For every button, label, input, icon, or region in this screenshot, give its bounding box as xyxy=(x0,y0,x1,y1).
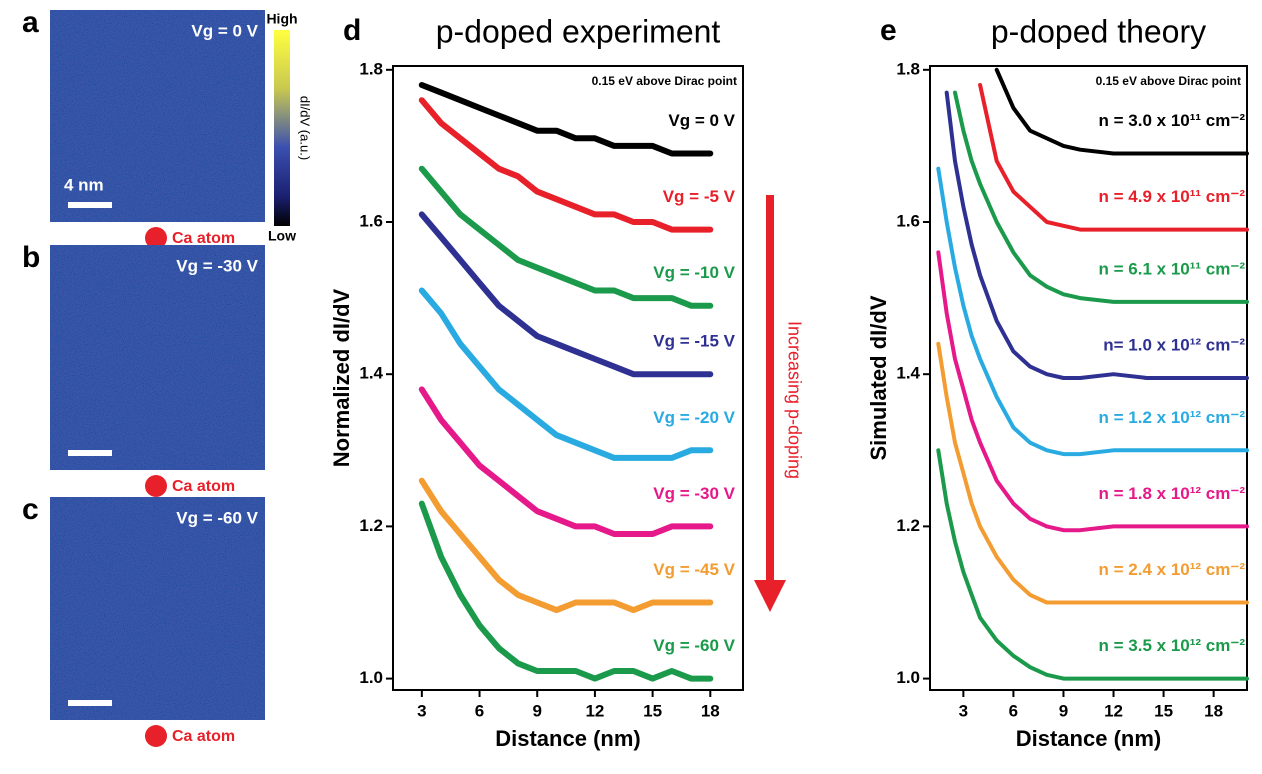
panel-label: e xyxy=(880,14,897,47)
series-line xyxy=(418,82,714,157)
legend-label: Vg = -5 V xyxy=(663,187,736,206)
series-line xyxy=(418,97,714,233)
legend-label: Vg = -60 V xyxy=(653,636,735,655)
x-tick-label: 15 xyxy=(643,701,662,720)
y-tick-label: 1.0 xyxy=(896,668,920,687)
series-line xyxy=(418,500,714,682)
legend-label: Vg = 0 V xyxy=(668,111,735,130)
legend-label: n = 2.4 x 10¹² cm⁻² xyxy=(1099,560,1246,579)
x-tick-label: 9 xyxy=(1059,701,1068,720)
scale-bar xyxy=(68,202,112,208)
series-line xyxy=(944,90,1249,380)
arrow-head xyxy=(754,580,786,612)
chart-title: p-doped theory xyxy=(991,13,1206,49)
legend-label: Vg = -45 V xyxy=(653,560,735,579)
image-annotation: Vg = -60 V xyxy=(176,508,258,527)
legend-label: Vg = -10 V xyxy=(653,263,735,282)
annotation: 0.15 eV above Dirac point xyxy=(592,74,737,88)
x-tick-label: 12 xyxy=(1104,701,1123,720)
x-tick-label: 15 xyxy=(1154,701,1173,720)
chart-title: p-doped experiment xyxy=(436,13,721,49)
atom-marker xyxy=(145,227,167,249)
panel-label: c xyxy=(22,493,39,526)
x-tick-label: 6 xyxy=(1009,701,1018,720)
stm-glow xyxy=(50,97,265,222)
y-axis-label: Simulated dI/dV xyxy=(866,295,891,460)
y-tick-label: 1.6 xyxy=(896,211,920,230)
y-tick-label: 1.4 xyxy=(896,364,920,383)
legend-label: n = 3.0 x 10¹¹ cm⁻² xyxy=(1099,111,1246,130)
series-line xyxy=(994,67,1249,156)
series-line xyxy=(978,83,1249,232)
x-tick-label: 9 xyxy=(532,701,541,720)
colorbar-high: High xyxy=(266,11,297,27)
x-tick-label: 18 xyxy=(1204,701,1223,720)
atom-label: Ca atom xyxy=(172,728,235,745)
series-line xyxy=(936,166,1249,457)
x-tick-label: 6 xyxy=(475,701,484,720)
legend-label: n= 1.0 x 10¹² cm⁻² xyxy=(1103,335,1245,354)
legend-label: n = 1.2 x 10¹² cm⁻² xyxy=(1099,408,1246,427)
legend-label: n = 4.9 x 10¹¹ cm⁻² xyxy=(1099,187,1246,206)
panel-label: b xyxy=(22,241,40,274)
scale-bar-label: 4 nm xyxy=(64,175,104,194)
y-tick-label: 1.8 xyxy=(359,59,383,78)
panel-label: a xyxy=(22,6,39,39)
x-tick-label: 12 xyxy=(585,701,604,720)
series-line xyxy=(936,448,1249,681)
x-tick-label: 3 xyxy=(959,701,968,720)
atom-marker xyxy=(145,475,167,497)
series-line xyxy=(936,341,1249,605)
x-tick-label: 18 xyxy=(701,701,720,720)
legend-label: n = 3.5 x 10¹² cm⁻² xyxy=(1099,636,1246,655)
plot-frame xyxy=(392,65,744,691)
y-tick-label: 1.2 xyxy=(359,516,383,535)
legend-label: Vg = -30 V xyxy=(653,484,735,503)
legend-label: Vg = -20 V xyxy=(653,408,735,427)
series-line xyxy=(418,165,714,309)
y-tick-label: 1.8 xyxy=(896,59,920,78)
atom-marker xyxy=(145,725,167,747)
x-axis-label: Distance (nm) xyxy=(1016,726,1161,751)
x-axis-label: Distance (nm) xyxy=(495,726,640,751)
scale-bar xyxy=(68,450,112,456)
series-line xyxy=(953,90,1249,304)
series-line xyxy=(418,211,714,378)
x-tick-label: 3 xyxy=(417,701,426,720)
stm-glow xyxy=(91,658,229,720)
series-line xyxy=(418,477,714,614)
image-annotation: Vg = 0 V xyxy=(191,21,258,40)
colorbar xyxy=(274,30,290,226)
y-axis-label: Normalized dI/dV xyxy=(329,288,354,467)
y-tick-label: 1.4 xyxy=(359,364,383,383)
legend-label: n = 1.8 x 10¹² cm⁻² xyxy=(1099,484,1246,503)
series-line xyxy=(418,386,714,537)
atom-label: Ca atom xyxy=(172,230,235,247)
annotation: 0.15 eV above Dirac point xyxy=(1096,74,1241,88)
atom-label: Ca atom xyxy=(172,478,235,495)
colorbar-low: Low xyxy=(268,228,296,244)
scale-bar xyxy=(68,700,112,706)
image-annotation: Vg = -30 V xyxy=(176,256,258,275)
series-line xyxy=(936,250,1249,533)
colorbar-label: dI/dV (a.u.) xyxy=(298,96,313,160)
legend-label: n = 6.1 x 10¹¹ cm⁻² xyxy=(1099,259,1246,278)
y-tick-label: 1.6 xyxy=(359,211,383,230)
y-tick-label: 1.2 xyxy=(896,516,920,535)
panel-label: d xyxy=(343,14,361,47)
stm-glow xyxy=(83,400,237,470)
arrow-label: Increasing p-doping xyxy=(784,321,804,479)
series-line xyxy=(418,287,714,461)
legend-label: Vg = -15 V xyxy=(653,332,735,351)
y-tick-label: 1.0 xyxy=(359,668,383,687)
